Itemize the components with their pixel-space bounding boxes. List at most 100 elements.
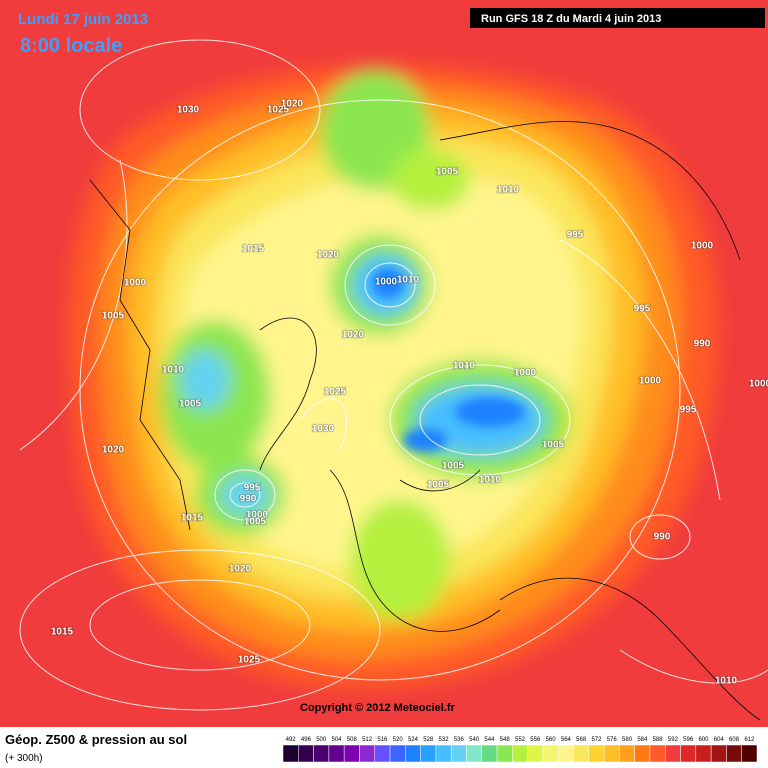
pressure-label: 995 xyxy=(567,230,584,241)
scale-swatch xyxy=(282,744,299,763)
run-info: Run GFS 18 Z du Mardi 4 juin 2013 xyxy=(481,13,661,25)
pressure-label: 995 xyxy=(634,304,651,315)
scale-label: 600 xyxy=(698,737,709,743)
scale-swatch xyxy=(695,744,712,763)
scale-label: 516 xyxy=(377,737,388,743)
footer-title: Géop. Z500 & pression au sol xyxy=(5,732,187,747)
scale-label: 564 xyxy=(561,737,572,743)
scale-swatch xyxy=(389,744,406,763)
pressure-label: 1005 xyxy=(436,167,459,178)
pressure-label: 1025 xyxy=(267,105,290,116)
pressure-label: 1000 xyxy=(124,278,147,289)
scale-label: 544 xyxy=(484,737,495,743)
pressure-label: 1000 xyxy=(514,368,537,379)
scale-swatch xyxy=(542,744,559,763)
scale-label: 584 xyxy=(637,737,648,743)
pressure-label: 1005 xyxy=(542,440,565,451)
pressure-label: 1010 xyxy=(397,275,420,286)
pressure-label: 1005 xyxy=(442,461,465,472)
scale-swatch xyxy=(603,744,620,763)
low-cores xyxy=(372,268,525,452)
scale-label: 552 xyxy=(515,737,526,743)
pressure-label: 1015 xyxy=(51,627,74,638)
pressure-label: 1010 xyxy=(497,185,520,196)
run-box xyxy=(470,8,765,28)
pressure-label: 1020 xyxy=(342,330,365,341)
pressure-label: 1020 xyxy=(317,250,340,261)
pressure-label: 990 xyxy=(654,532,671,543)
pressure-label: 1005 xyxy=(244,517,267,528)
scale-label: 608 xyxy=(729,737,740,743)
scale-label: 556 xyxy=(530,737,541,743)
scale-label: 512 xyxy=(362,737,373,743)
pressure-label: 1000 xyxy=(691,241,714,252)
scale-label: 528 xyxy=(423,737,434,743)
pressure-label: 1000 xyxy=(246,510,269,521)
scale-label: 504 xyxy=(332,737,343,743)
scale-swatch xyxy=(496,744,513,763)
scale-label: 580 xyxy=(622,737,633,743)
scale-label: 508 xyxy=(347,737,358,743)
forecast-time: 8:00 locale xyxy=(20,35,122,57)
scale-swatch xyxy=(634,744,651,763)
scale-swatch xyxy=(405,744,421,763)
pressure-label: 1025 xyxy=(238,655,261,666)
pressure-label: 990 xyxy=(240,494,257,505)
isobars xyxy=(19,39,768,711)
pressure-label: 1030 xyxy=(312,424,335,435)
pressure-label: 1010 xyxy=(715,676,738,687)
scale-swatch xyxy=(527,744,544,763)
scale-swatch xyxy=(512,744,528,763)
pressure-label: 1015 xyxy=(242,244,265,255)
pressure-label: 1005 xyxy=(102,311,125,322)
pressure-label: 1005 xyxy=(427,480,450,491)
pressure-label: 1010 xyxy=(479,475,502,486)
pressure-label: 1010 xyxy=(162,365,185,376)
pressure-label: 1010 xyxy=(453,361,476,372)
pressure-label: 1020 xyxy=(229,564,252,575)
scale-swatch xyxy=(619,744,635,763)
scale-label: 500 xyxy=(316,737,327,743)
coastlines xyxy=(89,121,761,721)
scale-swatch xyxy=(420,744,437,763)
scale-swatch xyxy=(450,744,467,763)
scale-label: 596 xyxy=(683,737,694,743)
scale-swatch xyxy=(710,744,727,763)
scale-swatch xyxy=(466,744,483,763)
pressure-label: 1000 xyxy=(375,277,398,288)
scale-swatch xyxy=(313,744,330,763)
scale-swatch xyxy=(557,744,574,763)
scale-swatch xyxy=(741,744,758,763)
scale-swatch xyxy=(481,744,498,763)
scale-label: 592 xyxy=(668,737,679,743)
scale-label: 540 xyxy=(469,737,480,743)
scale-label: 572 xyxy=(591,737,602,743)
color-scale: 492 496 500 504 508 512 516 520 524 528 532 536 540 5… xyxy=(282,737,758,763)
footer-lead: (+ 300h) xyxy=(5,753,43,764)
scale-label: 492 xyxy=(286,737,297,743)
scale-label: 588 xyxy=(653,737,664,743)
pressure-label: 995 xyxy=(244,483,261,494)
scale-swatch xyxy=(573,744,590,763)
scale-swatch xyxy=(435,744,452,763)
scale-label: 568 xyxy=(576,737,587,743)
scale-swatch xyxy=(665,744,681,763)
scale-label: 612 xyxy=(744,737,755,743)
scale-swatch xyxy=(649,744,666,763)
copyright: Copyright © 2012 Meteociel.fr xyxy=(300,702,456,714)
geopotential-field xyxy=(68,65,719,690)
scale-swatch xyxy=(343,744,360,763)
scale-label: 496 xyxy=(301,737,312,743)
pressure-label: 1015 xyxy=(181,513,204,524)
pressure-label: 1005 xyxy=(179,399,202,410)
scale-swatch xyxy=(359,744,375,763)
scale-swatch xyxy=(328,744,345,763)
scale-label: 576 xyxy=(607,737,618,743)
scale-swatch xyxy=(588,744,605,763)
pressure-label: 995 xyxy=(680,405,697,416)
forecast-date: Lundi 17 juin 2013 xyxy=(18,11,148,28)
pressure-label: 1020 xyxy=(102,445,125,456)
pressure-label: 1025 xyxy=(324,387,347,398)
